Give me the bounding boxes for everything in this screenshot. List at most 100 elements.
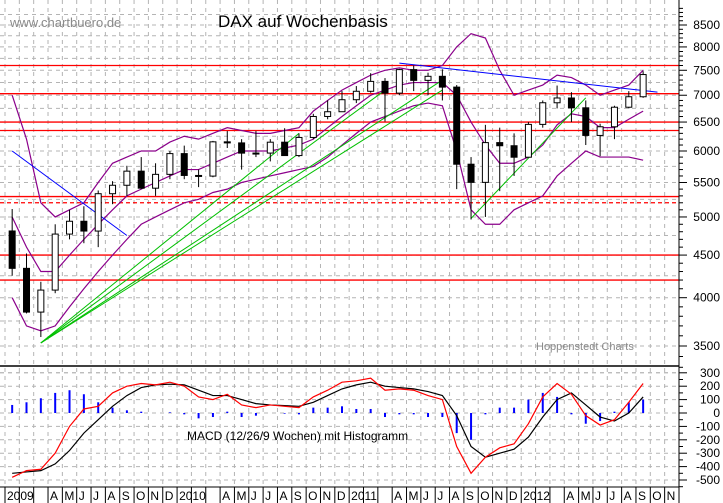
trendlines <box>11 62 658 344</box>
x-tick-label: J <box>251 489 257 503</box>
candle-body <box>295 136 303 157</box>
x-tick-label: S <box>466 489 474 503</box>
x-tick-label: M <box>409 489 419 503</box>
candle-body <box>209 141 217 177</box>
x-tick-label: M <box>236 489 246 503</box>
x-tick-label: D <box>165 489 174 503</box>
trendline-green <box>40 132 300 344</box>
candle-body <box>410 69 418 81</box>
macd-line <box>11 377 644 478</box>
macd-tick-label: 200 <box>700 379 720 393</box>
candle-body <box>510 145 518 158</box>
candle-body <box>266 141 274 154</box>
x-tick-label: A <box>566 489 574 503</box>
x-tick-label: J <box>423 489 429 503</box>
candle-body <box>281 141 289 157</box>
candle-body <box>223 141 231 144</box>
macd-tick-label: -400 <box>696 460 720 474</box>
candle-body <box>496 142 504 147</box>
macd-label: MACD (12/26/9 Wochen) mit Histogramm <box>187 429 408 443</box>
y-tick-label: 5500 <box>693 175 720 189</box>
x-tick-label: A <box>222 489 230 503</box>
y-tick-label: 6000 <box>693 144 720 158</box>
candle-body <box>324 111 332 117</box>
candle-body <box>238 142 246 154</box>
y-tick-label: 4500 <box>693 248 720 262</box>
x-tick-label: 2012 <box>523 489 550 503</box>
macd-tick-label: 100 <box>700 393 720 407</box>
x-tick-label: A <box>394 489 402 503</box>
candle-body <box>166 153 174 175</box>
macd-signal-line <box>12 381 644 474</box>
y-tick-label: 3500 <box>693 339 720 353</box>
candle-body <box>481 142 489 183</box>
candle-body <box>80 220 88 232</box>
grid <box>0 0 680 487</box>
bollinger-middle <box>11 81 644 273</box>
candle-body <box>252 152 260 155</box>
bollinger-lower <box>11 102 644 332</box>
candle-body <box>338 99 346 113</box>
x-tick-label: O <box>480 489 489 503</box>
candle-body <box>524 123 532 158</box>
x-tick-label: J <box>437 489 443 503</box>
candle-body <box>639 74 647 98</box>
horizontal-levels <box>0 64 679 281</box>
macd-panel <box>11 377 645 478</box>
candle-body <box>567 97 575 109</box>
x-tick-label: S <box>122 489 130 503</box>
candle-body <box>553 97 561 104</box>
candle-body <box>625 96 633 108</box>
trendline-blue <box>399 62 658 93</box>
candle-body <box>352 90 360 101</box>
y-tick-label: 4000 <box>693 291 720 305</box>
candle-body <box>309 115 317 138</box>
candle-body <box>596 126 604 136</box>
y-tick-label: 8000 <box>693 40 720 54</box>
x-tick-label: N <box>322 489 331 503</box>
candle-body <box>23 267 31 313</box>
candle-body <box>438 75 446 88</box>
x-tick-label: N <box>667 489 676 503</box>
candle-body <box>152 173 160 189</box>
candle-body <box>381 80 389 94</box>
candle-body <box>195 174 203 177</box>
y-tick-label: 6500 <box>693 115 720 129</box>
candle-body <box>395 69 403 94</box>
x-tick-label: O <box>308 489 317 503</box>
trendline-green <box>40 79 443 344</box>
candle-body <box>582 107 590 136</box>
x-tick-label: M <box>581 489 591 503</box>
x-tick-label: A <box>452 489 460 503</box>
candle-body <box>8 230 16 269</box>
macd-tick-label: -500 <box>696 473 720 487</box>
y-tick-label: 7000 <box>693 88 720 102</box>
x-tick-label: A <box>107 489 115 503</box>
x-tick-label: J <box>609 489 615 503</box>
x-tick-label: J <box>265 489 271 503</box>
trendline-green <box>40 89 386 344</box>
x-tick-label: 2009 <box>7 489 34 503</box>
x-tick-label: M <box>64 489 74 503</box>
x-tick-label: S <box>294 489 302 503</box>
bollinger-upper <box>11 32 644 218</box>
x-tick-label: O <box>652 489 661 503</box>
trendline-green <box>470 97 587 219</box>
candle-body <box>51 233 59 291</box>
candle-body <box>137 170 145 189</box>
x-tick-label: J <box>595 489 601 503</box>
x-tick-label: J <box>93 489 99 503</box>
candle-body <box>94 193 102 232</box>
x-tick-label: J <box>79 489 85 503</box>
x-tick-label: A <box>50 489 58 503</box>
macd-tick-label: -100 <box>696 419 720 433</box>
candle-body <box>123 170 131 186</box>
candle-body <box>37 289 45 313</box>
watermark: www.chartbuero.de <box>9 15 121 30</box>
x-tick-label: A <box>624 489 632 503</box>
candle-body <box>109 184 117 195</box>
x-tick-label: D <box>509 489 518 503</box>
candle-body <box>453 86 461 165</box>
